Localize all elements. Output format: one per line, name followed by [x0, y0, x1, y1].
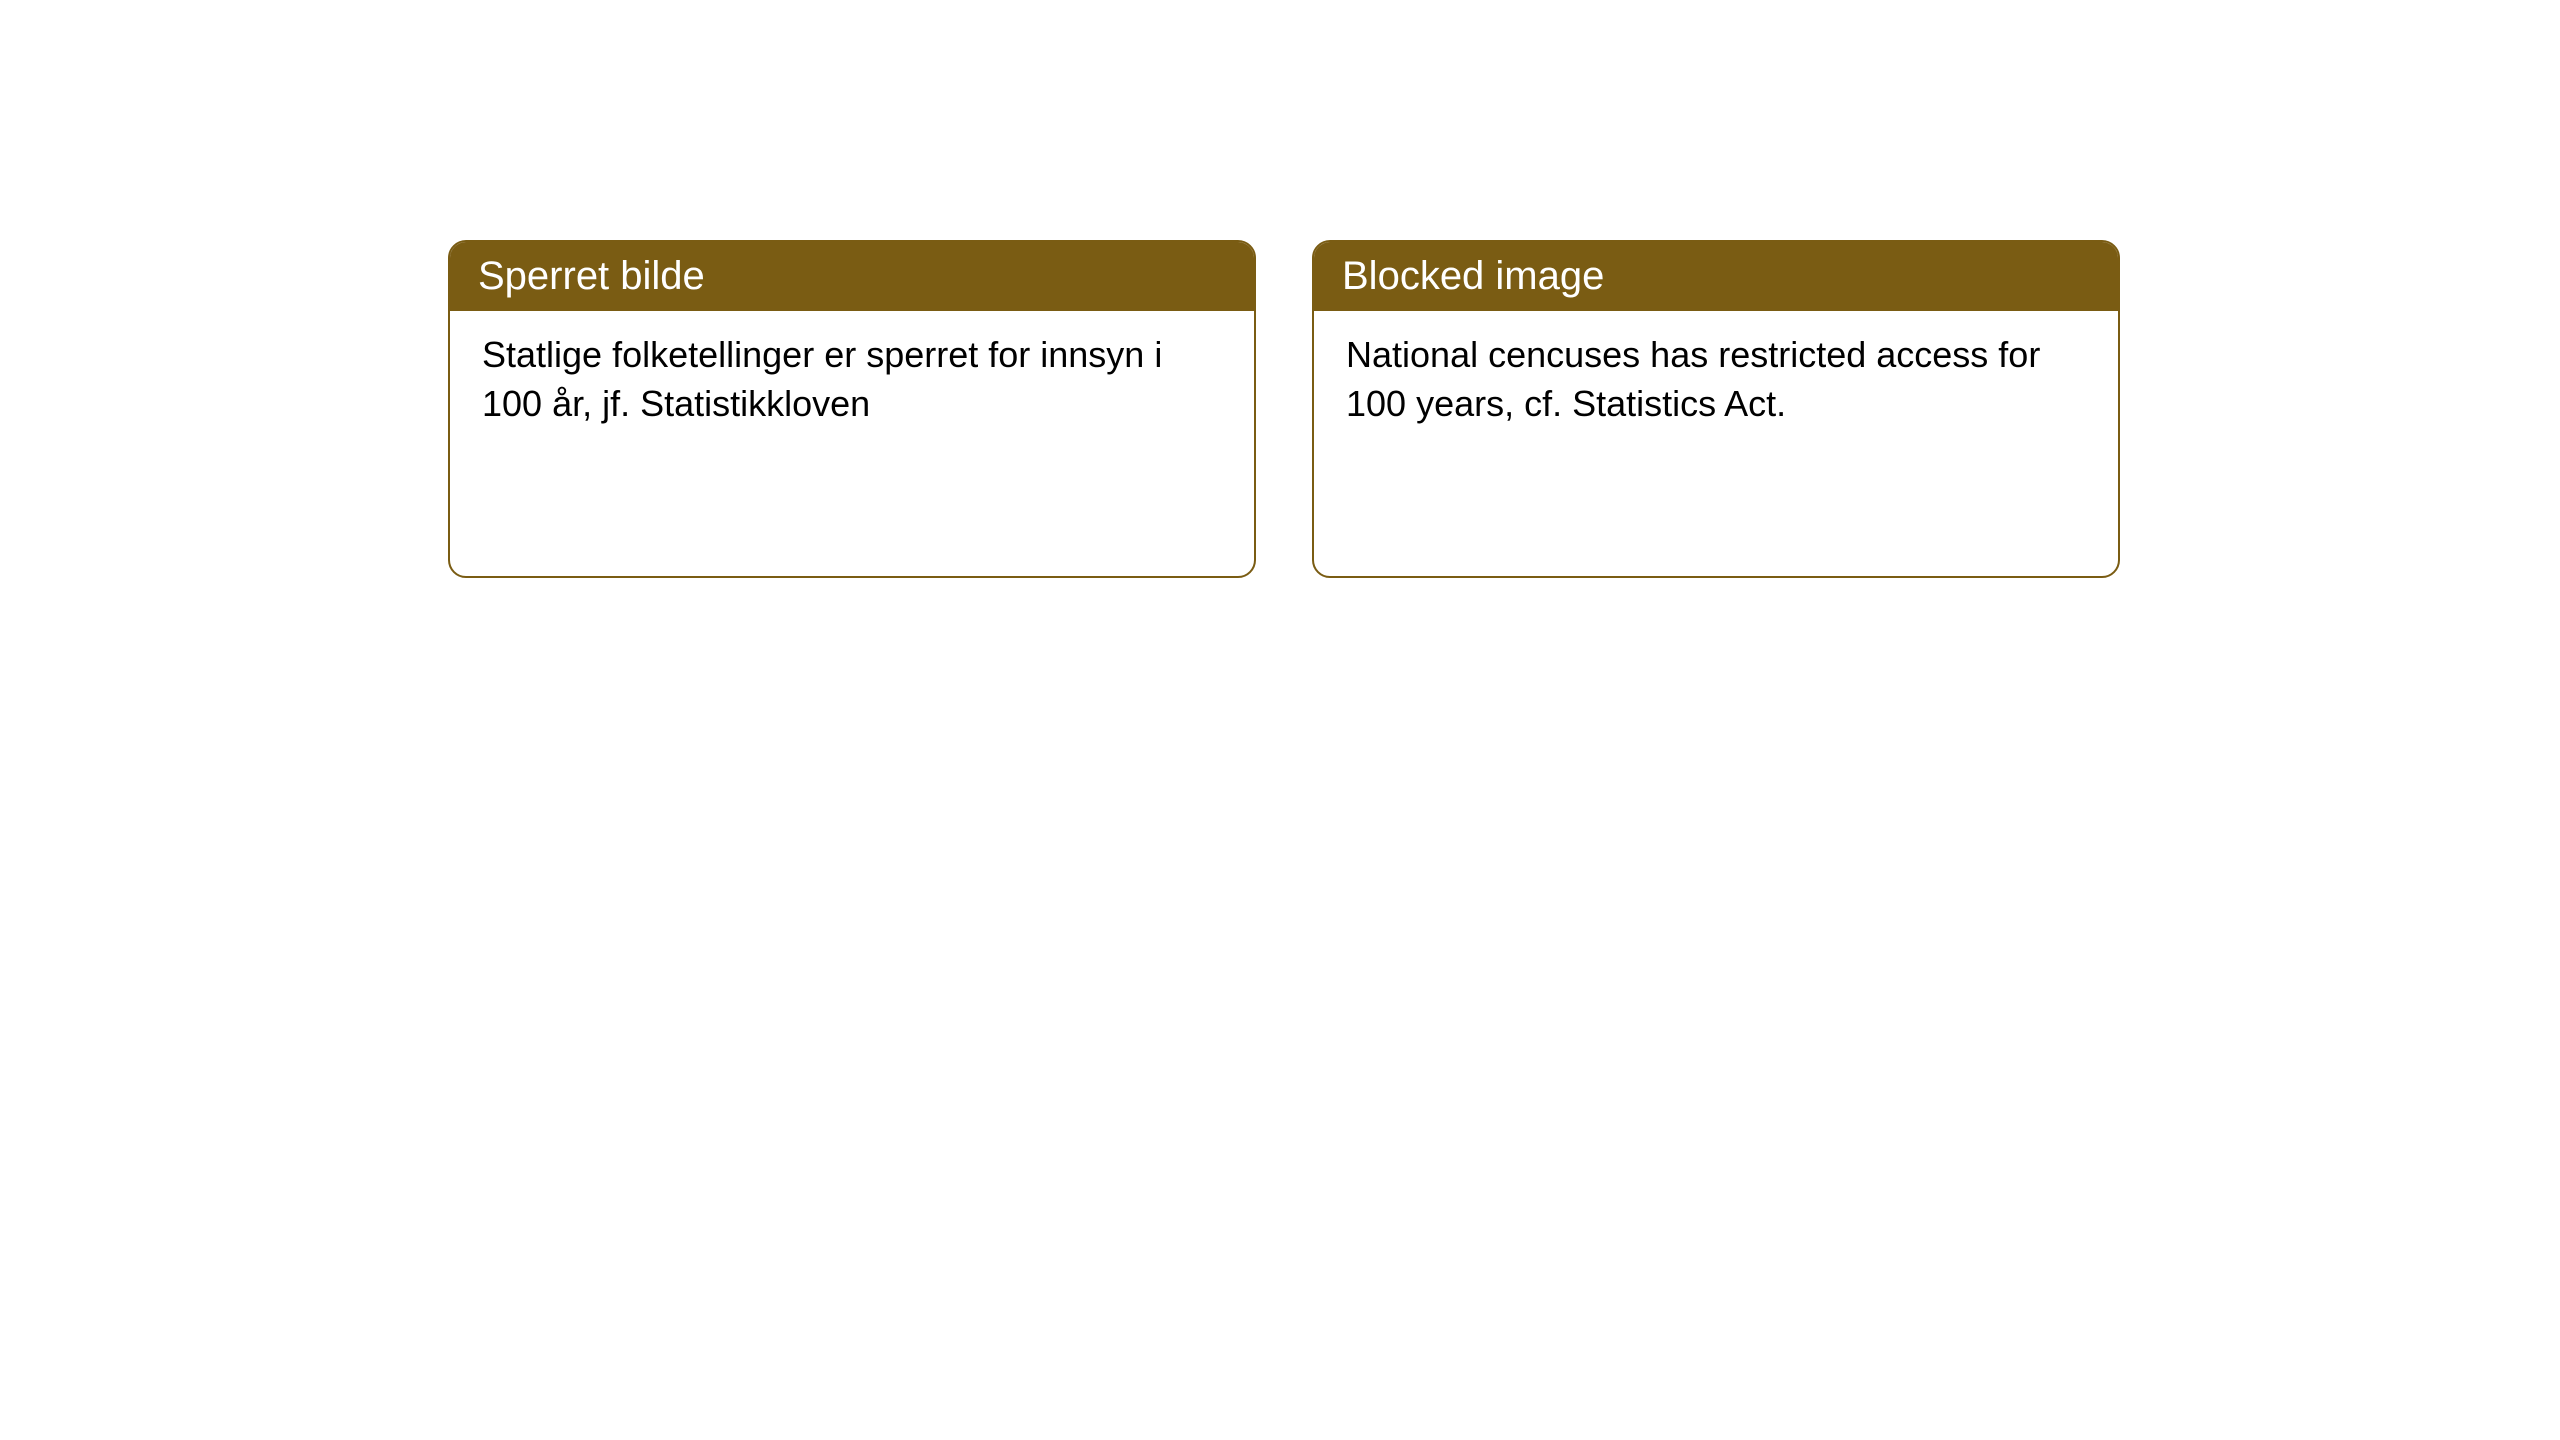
notice-title-english: Blocked image	[1314, 242, 2118, 311]
notice-body-norwegian: Statlige folketellinger er sperret for i…	[450, 311, 1254, 448]
notice-body-english: National cencuses has restricted access …	[1314, 311, 2118, 448]
notice-title-norwegian: Sperret bilde	[450, 242, 1254, 311]
notice-card-norwegian: Sperret bilde Statlige folketellinger er…	[448, 240, 1256, 578]
notice-card-english: Blocked image National cencuses has rest…	[1312, 240, 2120, 578]
notice-cards-container: Sperret bilde Statlige folketellinger er…	[0, 0, 2560, 578]
